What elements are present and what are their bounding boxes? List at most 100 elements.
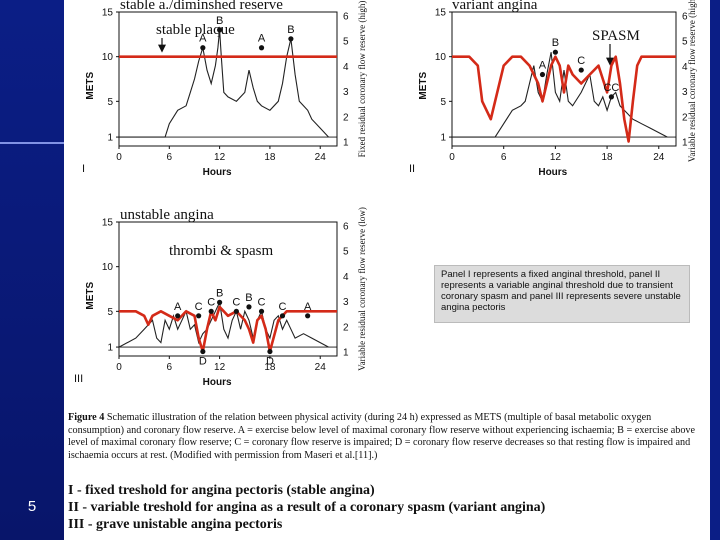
- panel-2-y-right-tick-label: 2: [682, 112, 688, 123]
- panel-2-y-tick-label: 5: [440, 97, 446, 108]
- panel-3-point-marker: [246, 304, 252, 310]
- panel-2-annotation-arrowhead: [606, 57, 614, 66]
- panel-1-y-right-tick-label: 5: [343, 37, 349, 48]
- panel-3-y-right-tick-label: 2: [343, 322, 349, 333]
- panel-3-point-label: D: [266, 356, 274, 368]
- panel-2-x-tick-label: 6: [501, 152, 507, 163]
- panel-3-point-marker: [196, 313, 202, 319]
- panel-3-point-marker: [217, 299, 223, 305]
- panel-2-y-right-tick-label: 4: [682, 62, 688, 73]
- panel-1-annotation-arrowhead: [158, 44, 166, 53]
- panel-1-point-marker: [258, 45, 265, 51]
- panel-2-plot-frame: [451, 11, 677, 147]
- panel-3-point-marker: [233, 308, 239, 314]
- panel-1-title: stable a./diminshed reserve: [120, 0, 283, 13]
- panel-3-panel-numeral: III: [74, 373, 83, 385]
- panel-2-point-label: C: [577, 55, 585, 67]
- panel-3-title: unstable angina: [120, 207, 214, 223]
- panel-3-y-tick-label: 15: [102, 218, 114, 229]
- panel-2-point-marker: [578, 67, 584, 73]
- panel-3-point-label: A: [174, 301, 182, 313]
- panel-1-activity-trace: [119, 29, 330, 138]
- panel-2-title: variant angina: [452, 0, 538, 13]
- panel-1-y-tick-label: 1: [107, 133, 113, 144]
- panel-3-x-tick-label: 24: [315, 362, 327, 373]
- panel-3-y-right-tick-label: 1: [343, 348, 349, 359]
- panel-2-y-tick-label: 1: [440, 133, 446, 144]
- panel-2-y-right-axis-label: Variable residual coronary flow reserve …: [687, 0, 697, 162]
- panel-3-x-tick-label: 0: [116, 362, 122, 373]
- panel-2-y-right-tick-label: 6: [682, 12, 688, 23]
- panel-1-y-tick-label: 15: [102, 8, 114, 19]
- panel-1-y-right-tick-label: 6: [343, 12, 349, 23]
- charts-svg: stable a./diminshed reserve stable plaque…: [74, 0, 697, 388]
- panel-3-y-right-tick-label: 5: [343, 247, 349, 258]
- panel-1-point-marker: [200, 45, 206, 51]
- panel-1-point-label: A: [199, 33, 207, 45]
- panel-1-y-right-tick-label: 3: [343, 87, 349, 98]
- figure-caption: Figure 4 Schematic illustration of the r…: [68, 412, 708, 462]
- summary-line-1: I - fixed treshold for angina pectoris (…: [68, 483, 375, 498]
- panel-3-x-tick-label: 6: [167, 362, 173, 373]
- panel-3-plot-frame: [118, 221, 338, 357]
- panel-1-annotation: stable plaque: [156, 22, 235, 38]
- panel-1-x-tick-label: 18: [264, 152, 276, 163]
- caption-label: Figure 4: [68, 412, 105, 423]
- panel-2-x-tick-label: 0: [449, 152, 455, 163]
- panel-3-y-tick-label: 10: [102, 262, 114, 273]
- panel-3-y-right-axis-label: Variable residual coronary flow reserve …: [357, 207, 367, 371]
- panel-1-x-axis-label: Hours: [203, 167, 232, 178]
- panel-2-y-right-tick-label: 3: [682, 87, 688, 98]
- panel-1-y-right-tick-label: 1: [343, 138, 349, 149]
- panel-2-point-label: B: [552, 37, 559, 49]
- panel-1-plot-frame: [118, 11, 338, 147]
- panel-1-x-tick-label: 0: [116, 152, 122, 163]
- panel-1-point-marker: [288, 36, 294, 42]
- panel-2-point-marker: [539, 71, 546, 78]
- figure-panel: stable a./diminshed reserve stable plaque…: [64, 0, 710, 540]
- sidebar-divider: [0, 142, 64, 144]
- panel-2-point-marker: [608, 94, 614, 100]
- panel-3-point-marker: [200, 348, 206, 355]
- panel-legend-box: Panel I represents a fixed anginal thres…: [434, 265, 690, 323]
- panel-2-x-tick-label: 24: [653, 152, 665, 163]
- panel-3-point-label: C: [232, 296, 240, 308]
- panel-1-y-right-axis-label: Fixed residual coronary flow reserve (hi…: [357, 1, 367, 158]
- panel-1-panel-numeral: I: [82, 163, 85, 175]
- panel-1-x-tick-label: 12: [214, 152, 226, 163]
- panel-2-threshold-line: [452, 55, 676, 143]
- panel-3-point-label: D: [199, 356, 207, 368]
- panel-3-y-right-tick-label: 3: [343, 297, 349, 308]
- panel-1-y-right-tick-label: 4: [343, 62, 349, 73]
- panel-3-point-marker: [279, 313, 286, 319]
- panel-1-y-tick-label: 5: [107, 97, 113, 108]
- panel-3-x-tick-label: 12: [214, 362, 226, 373]
- panel-3-y-tick-label: 1: [107, 343, 113, 354]
- panel-3-point-marker: [267, 348, 273, 355]
- panel-2-panel-numeral: II: [409, 163, 415, 175]
- panel-3-point-label: C: [258, 296, 266, 308]
- panel-3-point-label: C: [279, 301, 287, 313]
- slide-right-border: [710, 0, 720, 540]
- panel-3-point-label: B: [216, 287, 223, 299]
- summary-list: I - fixed treshold for angina pectoris (…: [68, 482, 708, 533]
- panel-3-x-axis-label: Hours: [203, 377, 232, 388]
- panel-2-point-label: A: [539, 60, 547, 72]
- panel-2-annotation: SPASM: [592, 28, 640, 44]
- panel-1-point-label: A: [258, 33, 266, 45]
- panel-3-y-axis-label: METS: [85, 281, 96, 309]
- panel-3-y-tick-label: 5: [107, 307, 113, 318]
- panel-2-y-right-tick-label: 5: [682, 37, 688, 48]
- panel-2-point-label: CC: [603, 82, 619, 94]
- panel-3-point-marker: [208, 308, 214, 314]
- panel-3-y-right-tick-label: 4: [343, 272, 349, 283]
- panel-2-y-right-tick-label: 1: [682, 138, 688, 149]
- slide-sidebar: 5: [0, 0, 64, 540]
- panel-3-point-marker: [258, 308, 265, 314]
- panel-1-point-label: B: [287, 24, 294, 36]
- panel-3-y-right-tick-label: 6: [343, 222, 349, 233]
- panel-1-point-marker: [217, 27, 223, 33]
- panel-3-point-marker: [305, 313, 311, 319]
- panel-3-point-label: C: [207, 296, 215, 308]
- panel-2-x-axis-label: Hours: [538, 167, 567, 178]
